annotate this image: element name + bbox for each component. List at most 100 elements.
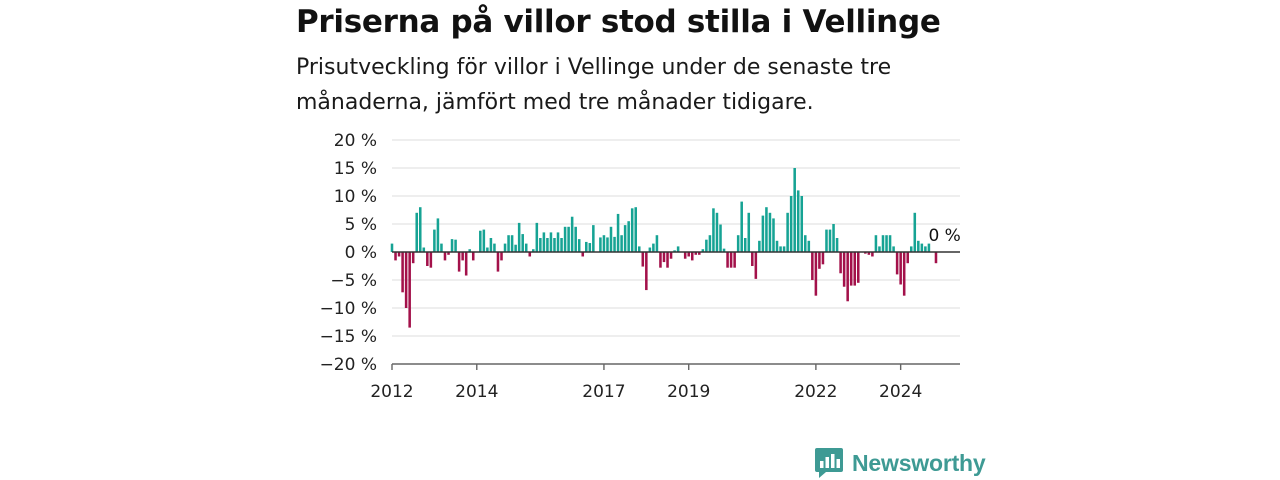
bar xyxy=(793,168,796,252)
bar xyxy=(560,238,563,252)
y-tick-label: 20 % xyxy=(334,131,377,151)
bar xyxy=(517,222,521,252)
bar xyxy=(846,252,849,302)
bar xyxy=(708,235,712,252)
bar xyxy=(835,238,839,252)
bar xyxy=(471,252,475,261)
x-tick-label: 2014 xyxy=(455,382,498,402)
bar xyxy=(920,243,924,252)
bar xyxy=(496,252,500,272)
bar xyxy=(825,229,828,252)
bar xyxy=(804,235,807,252)
bar xyxy=(775,240,779,252)
x-tick-label: 2017 xyxy=(582,382,625,402)
bar xyxy=(864,252,867,254)
bar xyxy=(634,207,638,252)
bar xyxy=(464,252,468,276)
bar xyxy=(623,225,627,252)
bar xyxy=(479,230,482,252)
bar xyxy=(641,252,645,267)
bar xyxy=(461,252,464,261)
bar xyxy=(881,235,885,252)
bar xyxy=(528,252,532,257)
bar xyxy=(549,232,553,252)
y-tick-label: −20 % xyxy=(320,355,377,375)
bar xyxy=(796,190,800,252)
bar xyxy=(440,243,443,252)
bar xyxy=(514,244,517,252)
bar xyxy=(754,252,758,279)
bar xyxy=(899,252,902,285)
bar xyxy=(546,238,549,252)
bar xyxy=(486,247,489,252)
bar xyxy=(807,240,811,252)
bar xyxy=(715,212,719,252)
bar xyxy=(842,252,846,287)
y-tick-label: −15 % xyxy=(320,327,377,347)
bar xyxy=(489,238,493,252)
bar xyxy=(673,250,676,252)
bar xyxy=(468,249,471,252)
y-tick-label: 0 % xyxy=(345,243,377,263)
bar xyxy=(719,224,722,252)
bar xyxy=(588,243,592,252)
bar xyxy=(818,252,821,269)
newsworthy-brand: Newsworthy xyxy=(814,446,986,480)
bar xyxy=(747,212,751,252)
bar xyxy=(454,239,457,252)
bar xyxy=(648,247,652,252)
brand-name: Newsworthy xyxy=(852,449,986,476)
bar xyxy=(814,252,818,296)
bar xyxy=(652,243,655,252)
bar-chart: 20 % 15 % 10 % 5 % 0 % −5 % −10 % −15 % −20 % 20… xyxy=(320,131,961,402)
x-tick-label: 2019 xyxy=(667,382,710,402)
bar xyxy=(535,222,539,252)
bar xyxy=(917,240,920,252)
bar xyxy=(397,252,401,257)
bar xyxy=(698,252,701,255)
bar xyxy=(909,246,913,252)
bar xyxy=(765,207,768,252)
bar xyxy=(655,235,659,252)
bar xyxy=(888,235,892,252)
bar xyxy=(659,252,662,268)
bar xyxy=(585,241,588,252)
bar xyxy=(606,237,609,252)
bar xyxy=(853,252,857,286)
bar xyxy=(662,252,666,263)
bar xyxy=(871,252,874,257)
bar xyxy=(422,247,426,252)
bar xyxy=(493,243,496,252)
y-tick-label: 15 % xyxy=(334,159,377,179)
bar xyxy=(630,208,634,252)
bar xyxy=(729,252,733,268)
bar xyxy=(736,235,740,252)
bar xyxy=(902,252,906,296)
bar xyxy=(574,226,577,252)
bar xyxy=(934,252,938,264)
bar xyxy=(690,252,694,261)
bar xyxy=(705,239,708,252)
newsworthy-logo-icon xyxy=(815,448,843,478)
bar xyxy=(740,201,743,252)
bar xyxy=(637,246,641,252)
bar xyxy=(832,224,835,252)
bar xyxy=(849,252,853,286)
bar xyxy=(892,246,895,252)
bar xyxy=(553,238,556,252)
bar xyxy=(616,213,620,252)
bar xyxy=(577,239,581,252)
bar xyxy=(856,252,860,283)
y-tick-label: 5 % xyxy=(345,215,377,235)
bar xyxy=(457,252,461,272)
bar xyxy=(789,196,793,252)
bar xyxy=(415,212,418,252)
bar xyxy=(581,252,585,257)
x-tick-label: 2024 xyxy=(879,382,922,402)
bar xyxy=(927,243,931,252)
bar xyxy=(570,216,574,252)
bar xyxy=(645,252,648,291)
bar xyxy=(429,252,433,268)
bar xyxy=(885,235,888,252)
bar xyxy=(811,252,814,280)
